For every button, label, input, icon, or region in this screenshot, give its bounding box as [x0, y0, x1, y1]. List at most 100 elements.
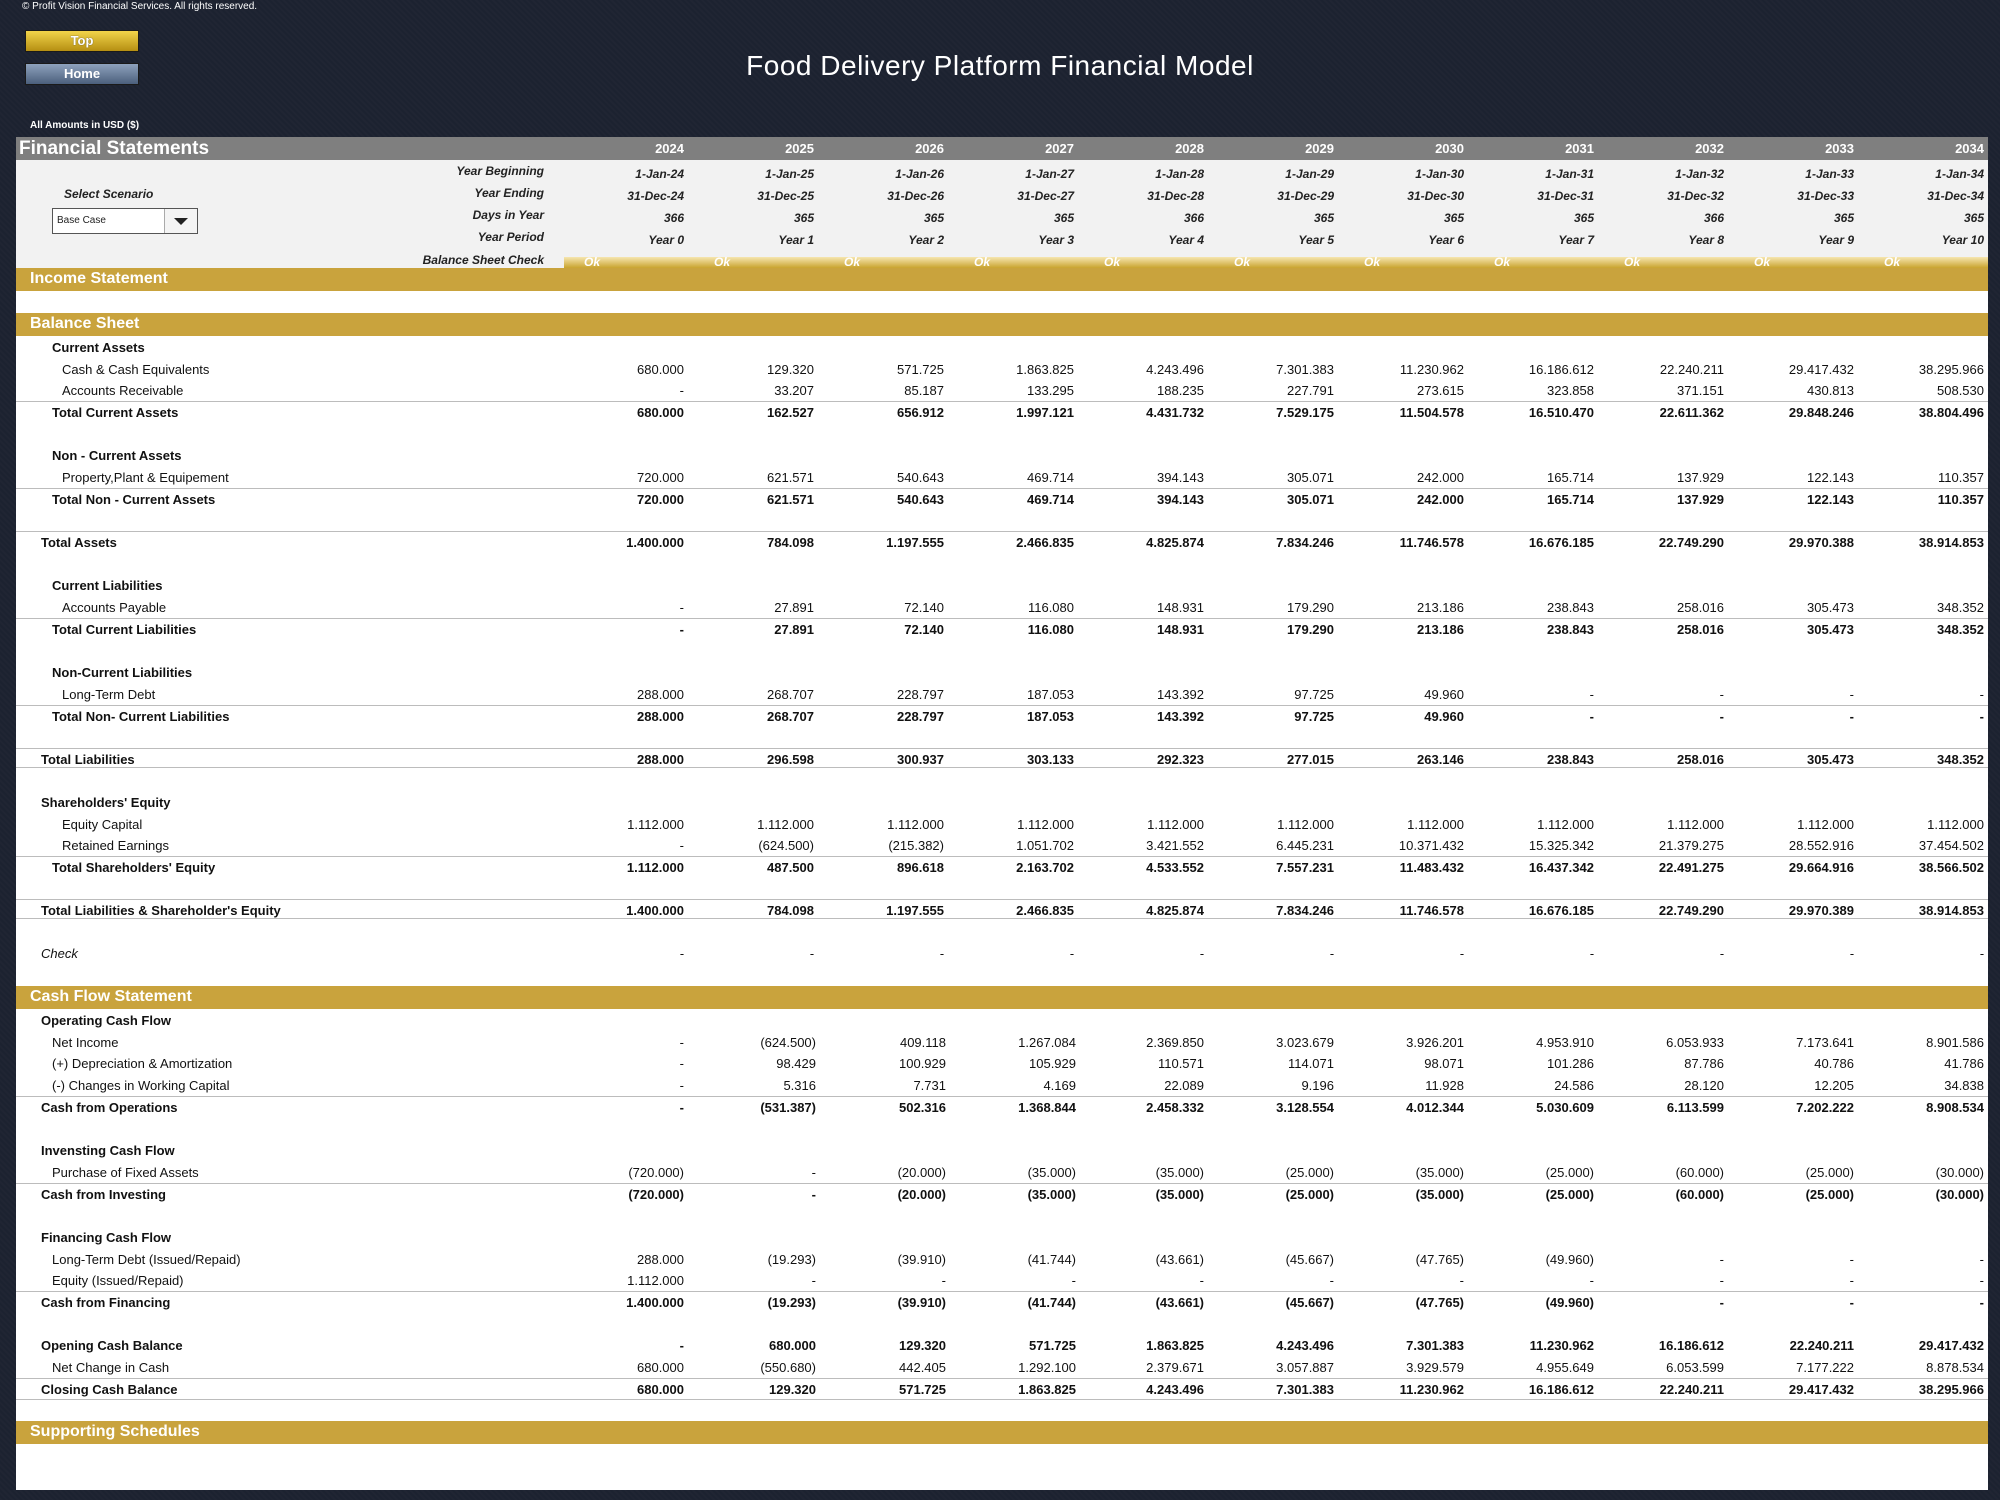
cashflow-row-value: (45.667)	[1285, 1252, 1334, 1267]
cashflow-row: Cash from Financing 1.400.000 (19.293) (39.…	[16, 1291, 1988, 1313]
balance-row-value: 22.491.275	[1658, 860, 1724, 875]
cashflow-row-label: Financing Cash Flow	[41, 1230, 172, 1245]
cashflow-row-value: 1.863.825	[1018, 1382, 1076, 1397]
balance-row-label: Shareholders' Equity	[41, 795, 171, 810]
balance-row-value: 268.707	[767, 687, 814, 702]
balance-row-value: -	[1589, 709, 1594, 724]
year-header: 2026	[915, 141, 944, 156]
balance-row-value: 430.813	[1807, 383, 1854, 398]
balance-row-value: 242.000	[1417, 470, 1464, 485]
balance-sheet-header: Balance Sheet	[16, 313, 1988, 336]
scenario-dropdown[interactable]: Base Case	[52, 208, 198, 234]
year-header: 2029	[1305, 141, 1334, 156]
balance-row: Equity Capital 1.112.000 1.112.000 1.112.00…	[16, 814, 1988, 835]
balance-row: Total Shareholders' Equity 1.112.000 487.5…	[16, 856, 1988, 878]
balance-row-label: Equity Capital	[62, 817, 143, 832]
param-end-value: 31-Dec-25	[757, 189, 814, 203]
cashflow-row-value: (47.765)	[1415, 1295, 1464, 1310]
balance-row-value: 49.960	[1424, 709, 1464, 724]
cashflow-row-value: 7.177.222	[1796, 1360, 1854, 1375]
balance-row-value: 72.140	[904, 600, 944, 615]
balance-row-value: 22.611.362	[1659, 405, 1724, 420]
balance-row-value: 72.140	[904, 622, 944, 637]
balance-check-ok: Ok	[1234, 255, 1251, 269]
cashflow-row-value: (720.000)	[628, 1187, 684, 1202]
balance-row-value: 143.392	[1157, 687, 1204, 702]
balance-row-value: 11.483.432	[1399, 860, 1464, 875]
balance-row-value: 28.552.916	[1788, 838, 1854, 853]
cashflow-row-value: 100.929	[899, 1056, 946, 1071]
balance-row-value: 27.891	[774, 600, 814, 615]
param-days-value: 365	[1833, 211, 1854, 225]
balance-row-value: 1.400.000	[626, 535, 684, 550]
cashflow-row-value: 114.071	[1287, 1056, 1334, 1071]
cashflow-row-label: Cash from Operations	[41, 1100, 178, 1115]
param-days-value: 366	[1703, 211, 1724, 225]
cashflow-row-value: -	[1071, 1273, 1076, 1288]
balance-row: Total Current Assets 680.000 162.527 656.91…	[16, 401, 1988, 423]
scenario-label: Select Scenario	[64, 187, 154, 201]
cashflow-row-value: 28.120	[1684, 1078, 1724, 1093]
balance-row-value: 29.664.916	[1788, 860, 1854, 875]
balance-row-value: 394.143	[1157, 470, 1204, 485]
cashflow-row-value: (49.960)	[1545, 1252, 1594, 1267]
balance-row-value: 508.530	[1937, 383, 1984, 398]
cashflow-row-value: 571.725	[1029, 1338, 1076, 1353]
balance-check-ok: Ok	[844, 255, 861, 269]
balance-row-value: 720.000	[637, 492, 684, 507]
balance-row-value: 33.207	[774, 383, 814, 398]
cashflow-row-value: 5.316	[783, 1078, 816, 1093]
param-begin-value: 1-Jan-32	[1675, 167, 1724, 181]
balance-row-value: 11.230.962	[1399, 362, 1464, 377]
cashflow-row: Operating Cash Flow	[16, 1010, 1988, 1031]
balance-row-value: 1.112.000	[1017, 817, 1074, 832]
param-days-value: 365	[1963, 211, 1984, 225]
balance-row-value: 469.714	[1027, 470, 1074, 485]
chevron-down-icon[interactable]	[164, 209, 197, 233]
balance-row-value: 1.112.000	[1797, 817, 1854, 832]
balance-row-value: 896.618	[897, 860, 944, 875]
top-button[interactable]: Top	[25, 30, 139, 52]
cashflow-row-value: 34.838	[1944, 1078, 1984, 1093]
balance-row-value: -	[1589, 946, 1594, 961]
balance-check-ok: Ok	[1494, 255, 1511, 269]
balance-row-value: 97.725	[1294, 687, 1334, 702]
balance-row-value: -	[1589, 687, 1594, 702]
balance-row-value: -	[679, 946, 684, 961]
balance-row-value: 1.112.000	[1537, 817, 1594, 832]
cashflow-row-label: Invensting Cash Flow	[41, 1143, 175, 1158]
balance-check-ok: Ok	[584, 255, 601, 269]
cashflow-row-value: 680.000	[637, 1360, 684, 1375]
balance-row-value: -	[809, 946, 814, 961]
balance-row-value: 38.804.496	[1918, 405, 1984, 420]
cashflow-row-value: (19.293)	[767, 1295, 816, 1310]
balance-row-value: 621.571	[767, 492, 814, 507]
cashflow-row-value: -	[811, 1165, 816, 1180]
balance-row-value: 7.557.231	[1276, 860, 1334, 875]
cashflow-row-value: 680.000	[769, 1338, 816, 1353]
cashflow-row: Equity (Issued/Repaid) 1.112.000 - - - - - - - - -…	[16, 1270, 1988, 1291]
cashflow-row-label: Opening Cash Balance	[41, 1338, 183, 1353]
cashflow-row-value: -	[1979, 1295, 1984, 1310]
balance-row-value: 273.615	[1417, 383, 1464, 398]
cashflow-row-value: (43.661)	[1155, 1295, 1204, 1310]
balance-row-label: Non-Current Liabilities	[52, 665, 193, 680]
home-button[interactable]: Home	[25, 63, 139, 85]
param-begin-value: 1-Jan-27	[1025, 167, 1074, 181]
cashflow-row-value: 288.000	[637, 1252, 684, 1267]
cashflow-row-value: 98.071	[1424, 1056, 1464, 1071]
cashflow-row-value: -	[1979, 1273, 1984, 1288]
cashflow-row-value: (39.910)	[897, 1295, 946, 1310]
param-end-value: 31-Dec-30	[1407, 189, 1464, 203]
currency-note: All Amounts in USD ($)	[30, 120, 140, 131]
balance-row-value: 137.929	[1677, 492, 1724, 507]
row-divider	[16, 767, 1988, 789]
cashflow-row-label: Operating Cash Flow	[41, 1013, 172, 1028]
cashflow-row-value: (35.000)	[1027, 1187, 1076, 1202]
cashflow-row-value: 129.320	[769, 1382, 816, 1397]
param-begin-value: 1-Jan-24	[635, 167, 684, 181]
cashflow-row-value: 4.243.496	[1276, 1338, 1334, 1353]
param-days-value: 366	[663, 211, 684, 225]
cashflow-row-value: (30.000)	[1935, 1165, 1984, 1180]
balance-row-value: 348.352	[1937, 622, 1984, 637]
